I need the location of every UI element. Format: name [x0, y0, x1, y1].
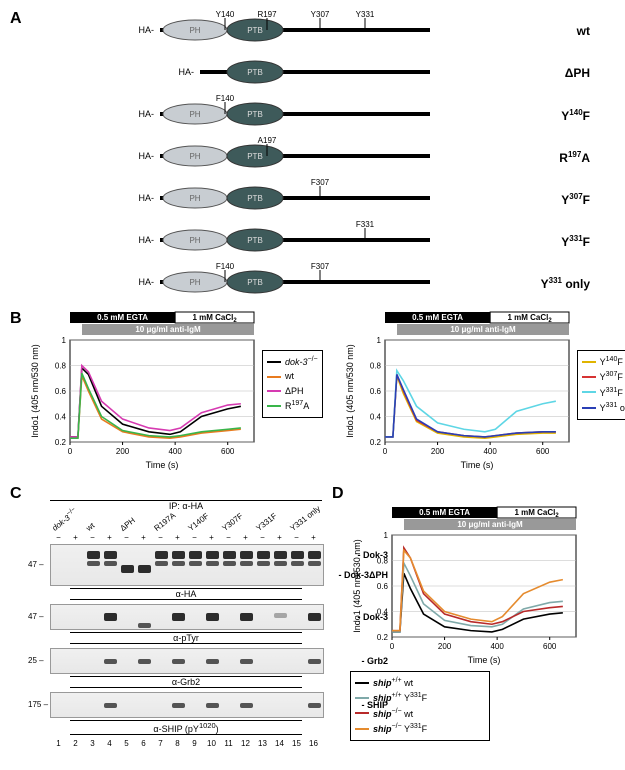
svg-text:F307: F307 — [311, 178, 330, 187]
svg-text:PH: PH — [189, 26, 200, 35]
chart-b-right: 0.5 mM EGTA 1 mM CaCl2 10 μg/ml anti-IgM… — [343, 310, 625, 470]
svg-text:10 μg/ml anti-IgM: 10 μg/ml anti-IgM — [450, 325, 516, 334]
chart-legend: Y140FY307FY331FY331 only — [577, 350, 625, 420]
svg-text:F331: F331 — [356, 220, 375, 229]
construct-row: HA- PH PTB A197 R197A — [30, 136, 590, 174]
legend-d: ship+/+ wtship+/+ Y331Fship−/− wtship−/−… — [350, 671, 490, 741]
construct-label: Y307F — [561, 192, 590, 207]
svg-text:0.2: 0.2 — [55, 438, 67, 447]
construct-row: HA- PH PTB F331 Y331F — [30, 220, 590, 258]
construct-row: HA- PH PTB F140 Y140F — [30, 94, 590, 132]
svg-text:0.2: 0.2 — [377, 633, 389, 642]
construct-label: R197A — [559, 150, 590, 165]
svg-text:PH: PH — [189, 194, 200, 203]
svg-text:HA-: HA- — [179, 67, 195, 77]
construct-row: HA- PH PTB F140 F307 Y331 only — [30, 262, 590, 300]
svg-text:0.8: 0.8 — [55, 362, 67, 371]
svg-text:0.5 mM EGTA: 0.5 mM EGTA — [412, 313, 463, 322]
svg-text:0.4: 0.4 — [377, 608, 389, 617]
svg-text:PTB: PTB — [247, 26, 263, 35]
svg-text:PH: PH — [189, 278, 200, 287]
panel-b: 0.5 mM EGTA 1 mM CaCl2 10 μg/ml anti-IgM… — [28, 310, 615, 470]
svg-text:HA-: HA- — [139, 277, 155, 287]
svg-text:F140: F140 — [216, 94, 235, 103]
svg-text:0: 0 — [382, 447, 387, 456]
svg-text:PTB: PTB — [247, 278, 263, 287]
svg-text:1: 1 — [384, 531, 389, 540]
svg-text:0.4: 0.4 — [55, 413, 67, 422]
svg-text:400: 400 — [490, 642, 504, 651]
svg-text:0.8: 0.8 — [377, 557, 389, 566]
svg-text:0: 0 — [390, 642, 395, 651]
svg-text:HA-: HA- — [139, 109, 155, 119]
svg-text:0.8: 0.8 — [370, 362, 382, 371]
svg-text:0.5 mM EGTA: 0.5 mM EGTA — [419, 508, 470, 517]
svg-text:PTB: PTB — [247, 236, 263, 245]
svg-text:PH: PH — [189, 236, 200, 245]
svg-text:600: 600 — [221, 447, 235, 456]
svg-text:0: 0 — [68, 447, 73, 456]
svg-text:HA-: HA- — [139, 151, 155, 161]
svg-text:1: 1 — [376, 336, 381, 345]
chart-d: 0.5 mM EGTA 1 mM CaCl2 10 μg/ml anti-IgM… — [350, 505, 580, 665]
svg-text:Time (s): Time (s) — [460, 460, 493, 470]
construct-row: HA- PTB ΔPH — [30, 52, 590, 90]
svg-text:0.2: 0.2 — [370, 438, 382, 447]
svg-text:PTB: PTB — [247, 152, 263, 161]
svg-text:Time (s): Time (s) — [468, 655, 501, 665]
construct-row: HA- PH PTB Y140 R197 Y307 Y331 wt — [30, 10, 590, 48]
svg-text:Indo1 (405 nm/530 nm): Indo1 (405 nm/530 nm) — [30, 344, 40, 438]
construct-row: HA- PH PTB F307 Y307F — [30, 178, 590, 216]
svg-text:10 μg/ml anti-IgM: 10 μg/ml anti-IgM — [457, 520, 523, 529]
svg-text:200: 200 — [438, 642, 452, 651]
svg-text:0.4: 0.4 — [370, 413, 382, 422]
panel-c: IP: α-HAdok-3−/−wtΔPHR197AY140FY307FY331… — [28, 500, 328, 748]
svg-text:Y140: Y140 — [216, 10, 235, 19]
svg-text:HA-: HA- — [139, 235, 155, 245]
construct-label: Y140F — [561, 108, 590, 123]
panel-a-label: A — [10, 10, 22, 28]
panel-d: D 0.5 mM EGTA 1 mM CaCl2 10 μg/ml anti-I… — [350, 485, 580, 741]
svg-text:600: 600 — [536, 447, 550, 456]
construct-label: Y331F — [561, 234, 590, 249]
svg-text:Indo1 (405 nm/530 nm): Indo1 (405 nm/530 nm) — [345, 344, 355, 438]
svg-text:10 μg/ml anti-IgM: 10 μg/ml anti-IgM — [135, 325, 201, 334]
panel-a: HA- PH PTB Y140 R197 Y307 Y331 wt HA- — [30, 10, 590, 300]
chart-b-left: 0.5 mM EGTA 1 mM CaCl2 10 μg/ml anti-IgM… — [28, 310, 323, 470]
svg-text:PTB: PTB — [247, 194, 263, 203]
svg-text:400: 400 — [483, 447, 497, 456]
svg-text:1: 1 — [62, 336, 67, 345]
chart-legend: dok-3−/−wtΔPHR197A — [262, 350, 323, 418]
construct-label: ΔPH — [565, 66, 590, 80]
svg-text:Indo1 (405 nm/530 nm): Indo1 (405 nm/530 nm) — [352, 539, 362, 633]
svg-text:0.6: 0.6 — [55, 387, 67, 396]
svg-text:200: 200 — [116, 447, 130, 456]
svg-text:R197: R197 — [257, 10, 277, 19]
svg-text:400: 400 — [168, 447, 182, 456]
svg-text:Y331: Y331 — [356, 10, 375, 19]
svg-text:HA-: HA- — [139, 25, 155, 35]
svg-text:600: 600 — [543, 642, 557, 651]
svg-text:A197: A197 — [258, 136, 277, 145]
svg-text:HA-: HA- — [139, 193, 155, 203]
svg-text:PH: PH — [189, 110, 200, 119]
svg-text:PH: PH — [189, 152, 200, 161]
construct-label: Y331 only — [541, 276, 590, 291]
svg-text:0.6: 0.6 — [370, 387, 382, 396]
panel-b-label: B — [10, 310, 22, 328]
svg-text:0.5 mM EGTA: 0.5 mM EGTA — [97, 313, 148, 322]
svg-text:Time (s): Time (s) — [146, 460, 179, 470]
svg-text:0.6: 0.6 — [377, 582, 389, 591]
panel-c-label: C — [10, 485, 22, 503]
svg-text:200: 200 — [431, 447, 445, 456]
construct-label: wt — [577, 24, 590, 38]
svg-text:Y307: Y307 — [311, 10, 330, 19]
svg-text:PTB: PTB — [247, 68, 263, 77]
svg-text:F140: F140 — [216, 262, 235, 271]
svg-text:PTB: PTB — [247, 110, 263, 119]
svg-text:F307: F307 — [311, 262, 330, 271]
panel-d-label: D — [332, 485, 344, 503]
